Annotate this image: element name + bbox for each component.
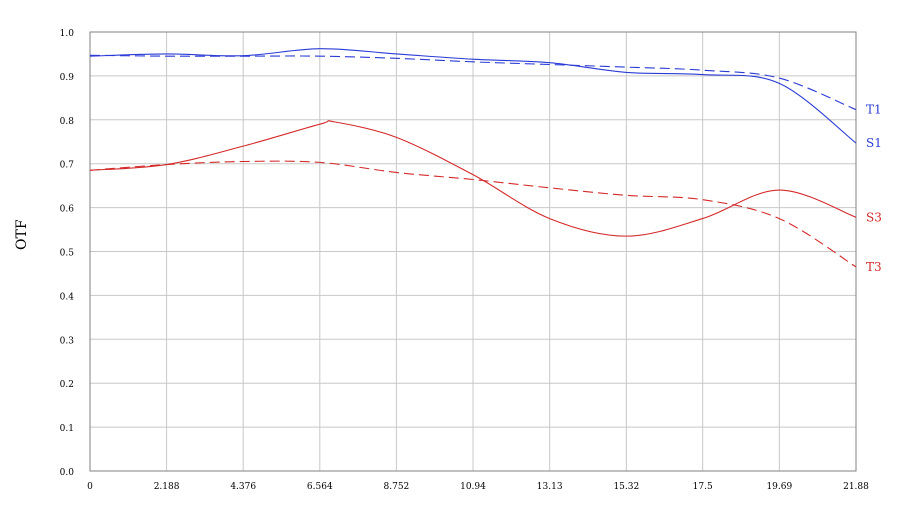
x-tick-label: 13.13 [537,482,563,492]
x-tick-label: 17.5 [693,482,713,492]
y-tick-label: 0.4 [60,292,75,302]
legend-label-s1: S1 [866,136,882,150]
y-tick-label: 0.9 [60,73,75,83]
plot-frame [89,31,857,472]
x-tick-label: 21.88 [843,482,869,492]
y-tick-label: 0.0 [60,468,75,478]
y-tick-label: 0.1 [60,424,74,434]
series-line-s3 [89,120,857,237]
x-tick-label: 4.376 [230,482,256,492]
y-tick-label: 0.8 [60,117,75,127]
y-tick-label: 0.3 [60,336,75,346]
x-tick-label: 2.188 [154,482,180,492]
x-tick-label: 6.564 [307,482,333,492]
legend-label-t3: T3 [866,260,882,274]
y-tick-label: 0.5 [60,249,75,259]
legend-label-s3: S3 [866,210,882,224]
x-tick-label: 19.69 [766,482,792,492]
x-tick-label: 10.94 [460,482,486,492]
legend-label-t1: T1 [866,103,882,117]
x-tick-label: 0 [87,482,93,492]
y-tick-label: 0.2 [60,380,74,390]
series-line-t1 [89,54,857,111]
y-tick-label: 0.6 [60,205,75,215]
series-line-s1 [89,48,857,144]
series-line-t3 [89,160,857,268]
y-axis-label: OTF [14,219,30,250]
x-tick-label: 15.32 [613,482,639,492]
y-tick-label: 0.7 [60,161,75,171]
x-tick-label: 8.752 [384,482,410,492]
y-tick-label: 1.0 [60,29,75,39]
